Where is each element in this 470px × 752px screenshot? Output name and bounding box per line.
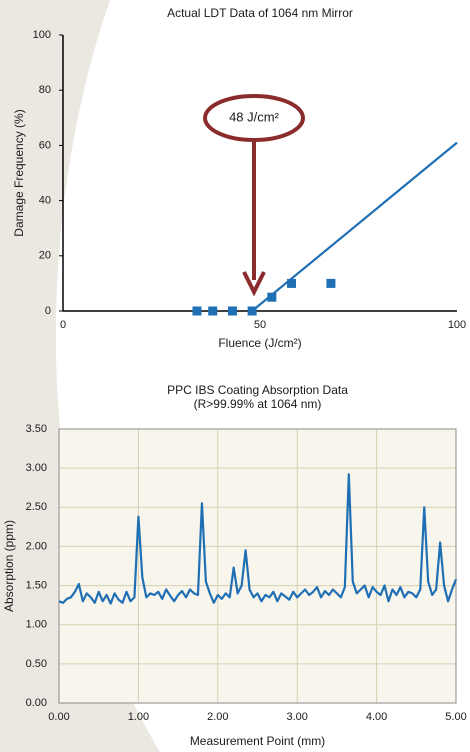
fit-line xyxy=(251,141,458,312)
y-tick-label: 0 xyxy=(45,305,51,317)
chart-title: Actual LDT Data of 1064 nm Mirror xyxy=(167,6,353,20)
y-tick-label: 2.00 xyxy=(26,540,47,552)
y-tick-label: 2.50 xyxy=(26,501,47,513)
y-tick-label: 3.50 xyxy=(26,423,47,435)
point xyxy=(208,306,218,316)
point xyxy=(192,306,202,316)
point xyxy=(267,292,277,302)
y-tick-label: 1.50 xyxy=(26,579,47,591)
y-tick-label: 20 xyxy=(39,250,51,262)
x-tick-label: 3.00 xyxy=(286,711,307,723)
y-tick-label: 100 xyxy=(33,29,51,41)
annotation-arrowhead xyxy=(242,271,266,297)
point xyxy=(287,278,297,288)
y-tick-label: 3.00 xyxy=(26,462,47,474)
annotation-label: 48 J/cm² xyxy=(229,109,280,124)
x-tick-label: 1.00 xyxy=(128,711,149,723)
x-tick-label: 0.00 xyxy=(48,711,69,723)
y-tick-label: 60 xyxy=(39,139,51,151)
y-axis-label: Absorption (ppm) xyxy=(2,520,16,612)
y-axis-label: Damage Frequency (%) xyxy=(12,109,26,236)
y-tick-label: 0.00 xyxy=(26,697,47,709)
y-tick-label: 1.00 xyxy=(26,619,47,631)
x-tick-label: 2.00 xyxy=(207,711,228,723)
annotation: 48 J/cm² xyxy=(203,94,305,297)
x-axis-label: Fluence (J/cm²) xyxy=(218,336,301,350)
x-tick-label: 50 xyxy=(254,319,266,331)
y-tick-label: 0.50 xyxy=(26,658,47,670)
chart-title: PPC IBS Coating Absorption Data xyxy=(167,383,348,397)
x-axis-label: Measurement Point (mm) xyxy=(190,734,325,748)
x-tick-label: 100 xyxy=(448,319,466,331)
x-tick-label: 4.00 xyxy=(366,711,387,723)
y-tick-label: 80 xyxy=(39,84,51,96)
chart-subtitle: (R>99.99% at 1064 nm) xyxy=(194,397,322,411)
point xyxy=(227,306,237,316)
plot-frame xyxy=(58,428,457,704)
x-tick-label: 0 xyxy=(60,319,66,331)
point xyxy=(326,278,336,288)
x-tick-label: 5.00 xyxy=(445,711,466,723)
data-line xyxy=(58,473,458,605)
plot-background xyxy=(59,429,456,703)
point xyxy=(247,306,257,316)
y-tick-label: 40 xyxy=(39,195,51,207)
